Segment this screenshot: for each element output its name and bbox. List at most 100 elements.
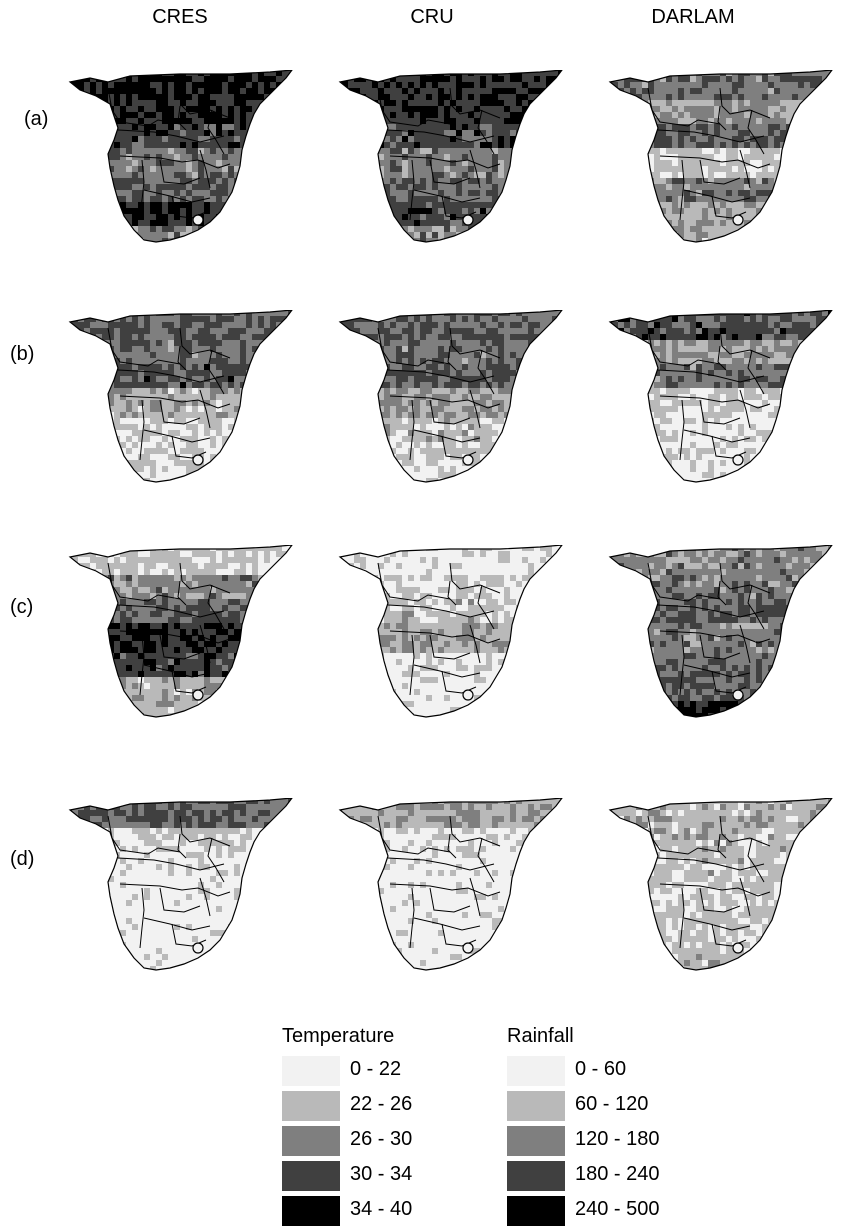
- country-border: [389, 395, 501, 409]
- column-header-cru: CRU: [410, 6, 454, 28]
- country-border: [389, 155, 501, 169]
- country-border: [207, 109, 225, 155]
- lesotho-outline: [462, 454, 474, 466]
- country-border: [429, 887, 471, 913]
- rainfall-legend-label: 120 - 180: [575, 1128, 660, 1150]
- country-border: [389, 630, 501, 644]
- country-border: [447, 345, 457, 371]
- map-cru-d: [330, 798, 570, 978]
- shading-cells: [610, 70, 832, 242]
- shading-cells: [610, 310, 832, 482]
- country-border: [679, 887, 685, 949]
- country-border: [719, 562, 771, 594]
- coastline: [68, 70, 293, 243]
- coastline: [338, 70, 563, 243]
- shading-cells: [340, 70, 562, 242]
- temperature-legend: Temperature 0 - 22 22 - 26 26 - 30 30 - 34 3…: [282, 1025, 412, 1231]
- coastline: [338, 545, 563, 718]
- country-border: [449, 87, 501, 119]
- map-darlam-c: [600, 545, 840, 725]
- country-border: [119, 395, 231, 409]
- temperature-legend-label: 0 - 22: [350, 1058, 402, 1080]
- country-border: [717, 580, 727, 606]
- lesotho-outline: [462, 214, 474, 226]
- coastline: [68, 310, 293, 483]
- temperature-legend-item: 34 - 40: [282, 1196, 412, 1231]
- temperature-legend-swatch: [282, 1056, 340, 1086]
- country-border: [659, 395, 771, 409]
- rainfall-legend-label: 60 - 120: [575, 1093, 649, 1115]
- country-border: [719, 815, 771, 847]
- rainfall-legend-item: 180 - 240: [507, 1161, 660, 1196]
- country-border: [447, 833, 457, 859]
- rainfall-legend-item: 240 - 500: [507, 1196, 660, 1231]
- country-border: [207, 349, 225, 395]
- row-label-b: (b): [10, 343, 35, 365]
- country-border: [747, 584, 765, 630]
- map-darlam-a: [600, 70, 840, 250]
- country-border: [409, 887, 415, 949]
- country-border: [449, 327, 501, 359]
- country-border: [159, 399, 201, 425]
- country-border: [177, 580, 187, 606]
- country-border: [469, 149, 481, 189]
- rainfall-legend-label: 0 - 60: [575, 1058, 627, 1080]
- country-border: [659, 155, 771, 169]
- country-border: [449, 815, 501, 847]
- country-border: [117, 129, 225, 143]
- country-border: [177, 833, 187, 859]
- country-border: [659, 883, 771, 897]
- rainfall-legend-title: Rainfall: [507, 1025, 574, 1047]
- rainfall-legend-item: 120 - 180: [507, 1126, 660, 1161]
- lesotho-outline: [732, 214, 744, 226]
- country-border: [143, 189, 211, 203]
- shading-cells: [610, 798, 832, 970]
- country-border: [683, 664, 751, 678]
- country-border: [447, 105, 457, 131]
- country-border: [413, 664, 481, 678]
- coastline: [608, 545, 833, 718]
- rainfall-legend-swatch: [507, 1056, 565, 1086]
- coastline: [68, 545, 293, 718]
- rainfall-legend-item: 60 - 120: [507, 1091, 648, 1126]
- lesotho-outline: [732, 689, 744, 701]
- country-border: [207, 584, 225, 630]
- temperature-legend-item: 0 - 22: [282, 1056, 401, 1091]
- map-cres-a: [60, 70, 300, 250]
- coastline: [608, 310, 833, 483]
- country-border: [413, 917, 481, 931]
- country-border: [387, 857, 495, 871]
- map-cru-a: [330, 70, 570, 250]
- country-border: [139, 159, 145, 221]
- temperature-legend-swatch: [282, 1126, 340, 1156]
- row-label-d: (d): [10, 848, 35, 870]
- country-border: [119, 155, 231, 169]
- country-border: [119, 883, 231, 897]
- coastline: [68, 798, 293, 971]
- country-border: [469, 624, 481, 664]
- coastline: [338, 310, 563, 483]
- country-border: [199, 389, 211, 429]
- country-border: [679, 634, 685, 696]
- country-border: [719, 327, 771, 359]
- country-border: [699, 634, 741, 660]
- country-border: [699, 159, 741, 185]
- country-border: [159, 634, 201, 660]
- country-border: [429, 634, 471, 660]
- land-area: [70, 798, 292, 970]
- rainfall-legend: Rainfall 0 - 60 60 - 120 120 - 180 180 - 24…: [507, 1025, 660, 1231]
- country-border: [747, 349, 765, 395]
- country-border: [739, 389, 751, 429]
- lesotho-outline: [192, 214, 204, 226]
- country-border: [199, 624, 211, 664]
- country-border: [469, 389, 481, 429]
- coastline: [608, 70, 833, 243]
- temperature-legend-label: 30 - 34: [350, 1163, 413, 1185]
- lesotho-outline: [462, 942, 474, 954]
- country-border: [177, 105, 187, 131]
- map-darlam-b: [600, 310, 840, 490]
- temperature-legend-item: 22 - 26: [282, 1091, 412, 1126]
- country-border: [119, 630, 231, 644]
- temperature-legend-label: 22 - 26: [350, 1093, 413, 1115]
- country-border: [719, 87, 771, 119]
